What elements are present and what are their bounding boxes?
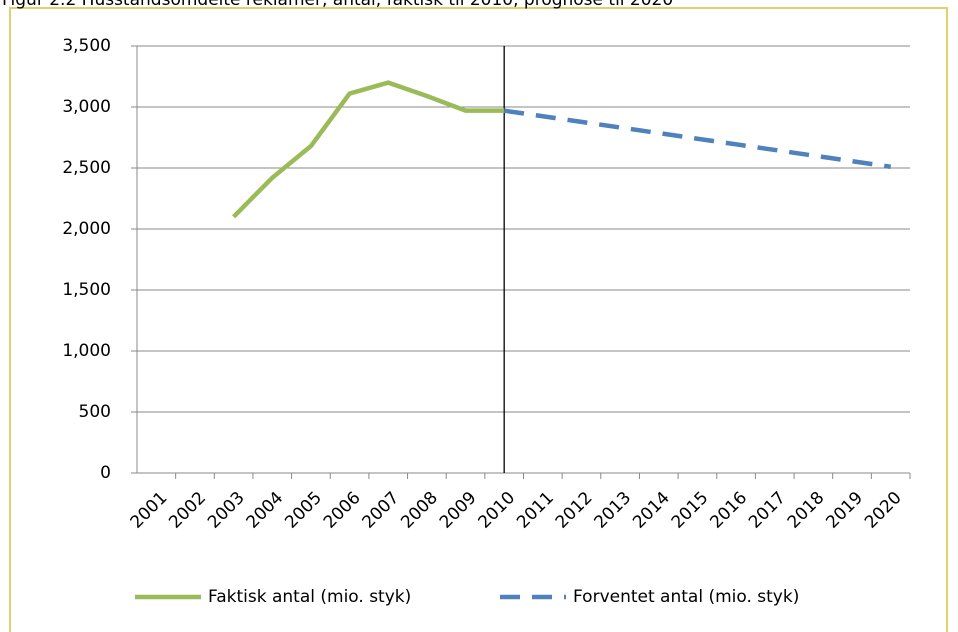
legend-label: Faktisk antal (mio. styk) [208,587,411,607]
y-tick-label: 3,000 [62,97,111,117]
frame [9,7,948,632]
series-line [232,80,505,219]
legend-label: Forventet antal (mio. styk) [573,587,799,607]
series-line [503,108,891,170]
chart-title: Figur 2.2 Husstandsomdelte reklamer, ant… [2,0,673,10]
y-tick-label: 0 [100,463,111,483]
y-tick-label: 2,000 [62,219,111,239]
y-tick-label: 1,500 [62,280,111,300]
y-tick-label: 2,500 [62,158,111,178]
y-tick-label: 1,000 [62,341,111,361]
y-tick-label: 500 [79,402,111,422]
y-tick-label: 3,500 [62,36,111,56]
